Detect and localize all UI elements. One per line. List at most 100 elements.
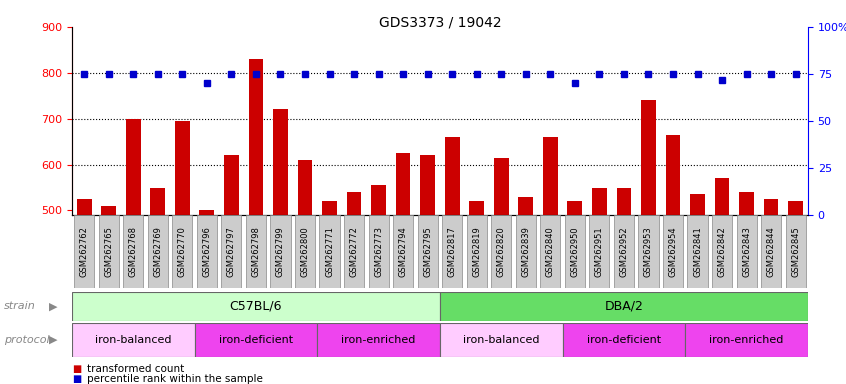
Bar [712,215,732,288]
Text: GSM262770: GSM262770 [178,226,187,277]
Text: iron-deficient: iron-deficient [587,335,661,345]
Text: GSM262954: GSM262954 [668,226,678,277]
Text: GSM262798: GSM262798 [251,226,261,277]
Bar [565,215,585,288]
Bar [99,215,118,288]
Bar [492,215,511,288]
Bar [369,215,388,288]
Bar [72,292,440,321]
Bar [148,215,168,288]
Text: ▶: ▶ [49,335,58,345]
Text: ■: ■ [72,364,81,374]
Bar [470,201,484,215]
Text: GSM262772: GSM262772 [349,226,359,277]
Bar [786,215,805,288]
Bar [175,121,190,215]
Bar [77,199,91,215]
Text: GSM262843: GSM262843 [742,226,751,277]
Bar [445,137,459,215]
Text: GSM262953: GSM262953 [644,226,653,277]
Text: iron-balanced: iron-balanced [463,335,540,345]
Bar [666,135,680,215]
Bar [295,215,315,288]
Text: GSM262799: GSM262799 [276,226,285,277]
Text: GSM262952: GSM262952 [619,226,629,277]
Text: percentile rank within the sample: percentile rank within the sample [87,374,263,384]
Bar [322,201,337,215]
Bar [543,137,558,215]
Bar [222,215,241,288]
Text: GSM262771: GSM262771 [325,226,334,277]
Text: iron-enriched: iron-enriched [710,335,783,345]
Text: iron-enriched: iron-enriched [342,335,415,345]
Bar [590,215,609,288]
Text: GDS3373 / 19042: GDS3373 / 19042 [379,15,501,29]
Bar [271,215,290,288]
Text: GSM262773: GSM262773 [374,226,383,277]
Text: ■: ■ [72,374,81,384]
Text: GSM262951: GSM262951 [595,226,604,277]
Text: DBA/2: DBA/2 [605,300,643,313]
Text: GSM262762: GSM262762 [80,226,89,277]
Text: GSM262768: GSM262768 [129,226,138,277]
Bar [195,323,317,357]
Bar [393,215,413,288]
Text: protocol: protocol [4,335,50,345]
Bar [440,323,563,357]
Bar [246,215,266,288]
Bar [396,153,410,215]
Bar [126,119,140,215]
Bar [440,292,808,321]
Bar [685,323,808,357]
Text: GSM262794: GSM262794 [398,226,408,277]
Bar [688,215,707,288]
Bar [563,323,685,357]
Text: GSM262841: GSM262841 [693,226,702,277]
Text: GSM262797: GSM262797 [227,226,236,277]
Bar [592,187,607,215]
Bar [344,215,364,288]
Bar [739,192,754,215]
Bar [249,59,263,215]
Bar [614,215,634,288]
Text: iron-deficient: iron-deficient [219,335,293,345]
Text: GSM262845: GSM262845 [791,226,800,277]
Bar [72,323,195,357]
Bar [690,194,705,215]
Bar [317,323,440,357]
Bar [715,178,729,215]
Bar [663,215,683,288]
Bar [761,215,781,288]
Bar [347,192,361,215]
Text: GSM262796: GSM262796 [202,226,212,277]
Bar [788,201,803,215]
Text: GSM262795: GSM262795 [423,226,432,277]
Bar [541,215,560,288]
Bar [467,215,486,288]
Text: GSM262844: GSM262844 [766,226,776,277]
Text: GSM262817: GSM262817 [448,226,457,277]
Bar [197,215,217,288]
Bar [617,187,631,215]
Bar [418,215,437,288]
Bar [516,215,536,288]
Bar [74,215,94,288]
Bar [200,210,214,215]
Text: GSM262800: GSM262800 [300,226,310,277]
Text: GSM262820: GSM262820 [497,226,506,277]
Bar [273,109,288,215]
Bar [371,185,386,215]
Bar [568,201,582,215]
Text: GSM262840: GSM262840 [546,226,555,277]
Bar [151,187,165,215]
Bar [519,197,533,215]
Text: GSM262769: GSM262769 [153,226,162,277]
Text: GSM262839: GSM262839 [521,226,530,277]
Text: strain: strain [4,301,36,311]
Text: GSM262765: GSM262765 [104,226,113,277]
Bar [420,156,435,215]
Bar [224,156,239,215]
Text: GSM262819: GSM262819 [472,226,481,277]
Text: C57BL/6: C57BL/6 [229,300,283,313]
Bar [442,215,462,288]
